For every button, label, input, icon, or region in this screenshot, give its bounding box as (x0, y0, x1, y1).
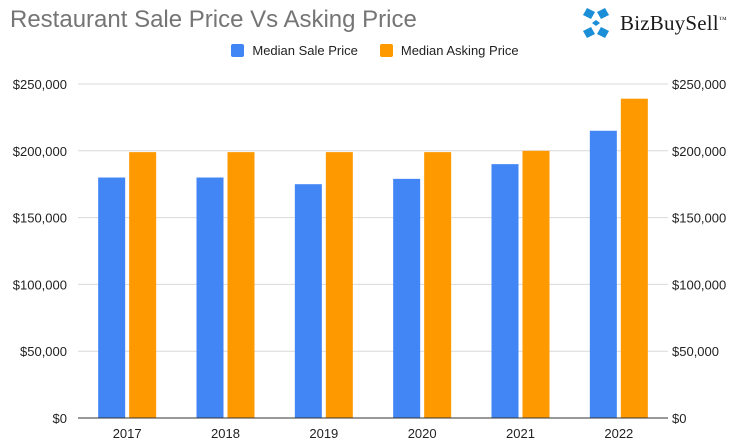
bar-median-sale-price (98, 177, 126, 418)
bar-median-asking-price (620, 98, 648, 419)
bar-median-sale-price (589, 130, 617, 418)
bar-median-sale-price (393, 178, 421, 418)
bizbuysell-logo-icon (583, 8, 609, 38)
chart-title: Restaurant Sale Price Vs Asking Price (10, 6, 417, 33)
y-tick-label-left: $150,000 (13, 211, 67, 226)
x-tick-label: 2017 (113, 426, 142, 441)
x-tick-label: 2020 (408, 426, 437, 441)
bizbuysell-logo: BizBuySell™ (578, 6, 727, 40)
legend-label-sale: Median Sale Price (252, 43, 358, 58)
y-tick-label-left: $0 (53, 411, 67, 426)
legend-item-asking: Median Asking Price (379, 43, 519, 58)
y-tick-label-left: $200,000 (13, 144, 67, 159)
y-tick-label-right: $200,000 (672, 144, 726, 159)
y-tick-label-right: $150,000 (672, 211, 726, 226)
y-tick-label-left: $50,000 (20, 344, 67, 359)
brand-name: BizBuySell™ (620, 10, 727, 35)
legend-item-sale: Median Sale Price (231, 43, 358, 58)
y-tick-label-right: $50,000 (672, 344, 719, 359)
y-tick-label-left: $100,000 (13, 277, 67, 292)
bar-median-asking-price (227, 152, 255, 419)
chart-legend: Median Sale Price Median Asking Price (0, 43, 750, 58)
legend-swatch-sale (231, 44, 245, 57)
bar-median-sale-price (196, 177, 224, 418)
y-tick-label-left: $250,000 (13, 77, 67, 92)
y-tick-label-right: $100,000 (672, 277, 726, 292)
bar-median-sale-price (491, 164, 519, 418)
bar-median-asking-price (325, 152, 353, 419)
bar-median-asking-price (129, 152, 157, 419)
x-tick-label: 2021 (506, 426, 535, 441)
x-tick-label: 2019 (309, 426, 338, 441)
bar-median-asking-price (424, 152, 452, 419)
x-tick-label: 2018 (211, 426, 240, 441)
x-tick-label: 2022 (604, 426, 633, 441)
y-tick-label-right: $250,000 (672, 77, 726, 92)
y-tick-label-right: $0 (672, 411, 686, 426)
bar-median-asking-price (522, 150, 550, 419)
legend-label-asking: Median Asking Price (400, 43, 519, 58)
legend-swatch-asking (379, 44, 393, 57)
bar-median-sale-price (294, 184, 322, 418)
